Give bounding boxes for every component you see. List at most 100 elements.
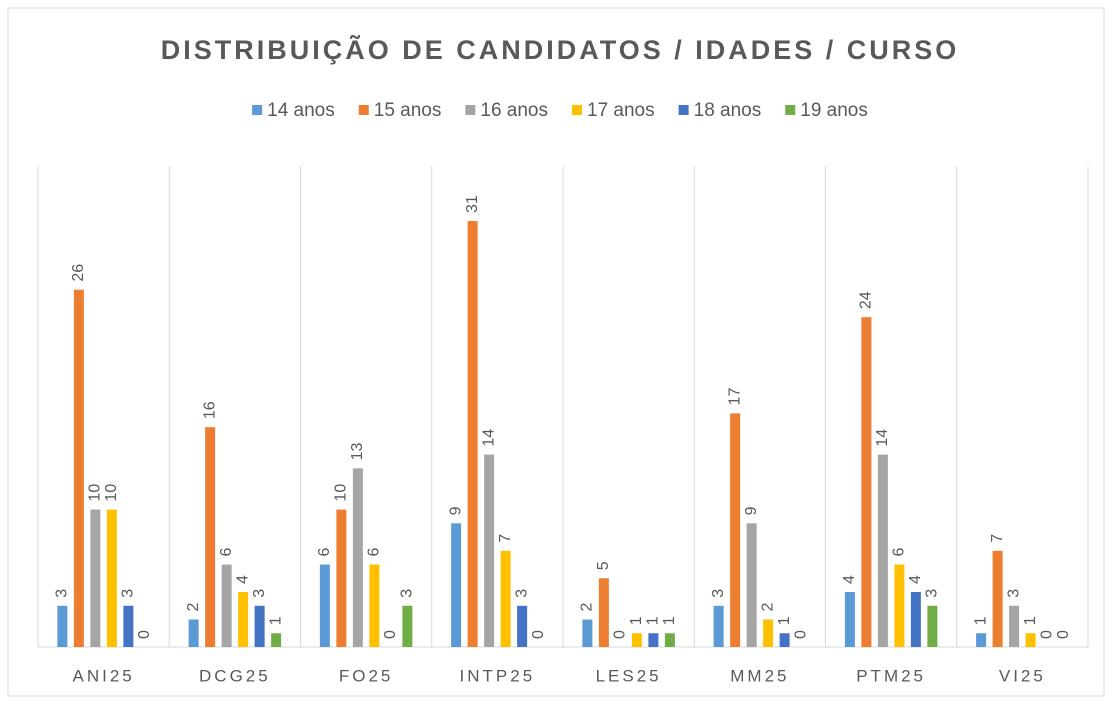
data-label: 1 bbox=[972, 616, 989, 625]
data-label: 13 bbox=[349, 442, 366, 460]
bar bbox=[352, 468, 363, 647]
legend-label: 19 anos bbox=[800, 100, 868, 121]
legend-swatch bbox=[678, 105, 689, 115]
x-tick-label: LES25 bbox=[596, 666, 662, 685]
bar bbox=[746, 523, 757, 647]
bar bbox=[976, 633, 987, 647]
legend: 14 anos 15 anos 16 anos 17 anos 18 anos 19 an… bbox=[252, 100, 868, 121]
data-label: 5 bbox=[595, 561, 612, 570]
data-label: 1 bbox=[645, 616, 662, 625]
data-label: 0 bbox=[530, 630, 547, 639]
bar bbox=[1025, 633, 1036, 647]
data-label: 3 bbox=[513, 589, 530, 598]
data-label: 17 bbox=[726, 387, 743, 405]
bar bbox=[369, 564, 380, 647]
legend-label: 18 anos bbox=[694, 100, 762, 121]
bar bbox=[877, 454, 888, 647]
data-label: 10 bbox=[333, 484, 350, 502]
data-label: 16 bbox=[201, 401, 218, 419]
data-label: 3 bbox=[120, 589, 137, 598]
bar bbox=[910, 592, 921, 647]
bar bbox=[73, 289, 84, 647]
legend-swatch bbox=[785, 105, 796, 115]
data-label: 6 bbox=[218, 548, 235, 557]
data-label: 7 bbox=[497, 534, 514, 543]
bar bbox=[844, 592, 855, 647]
data-label: 14 bbox=[480, 429, 497, 447]
bar bbox=[779, 633, 790, 647]
legend-swatch bbox=[252, 105, 263, 115]
bar bbox=[730, 413, 741, 647]
bar bbox=[500, 550, 511, 647]
x-tick-label: FO25 bbox=[339, 666, 394, 685]
data-label: 4 bbox=[841, 575, 858, 584]
legend-swatch bbox=[358, 105, 369, 115]
chart-title: DISTRIBUIÇÃO DE CANDIDATOS / IDADES / CU… bbox=[161, 34, 960, 65]
bar bbox=[517, 605, 528, 647]
data-label: 2 bbox=[579, 603, 596, 612]
data-label: 7 bbox=[989, 534, 1006, 543]
data-label: 1 bbox=[776, 616, 793, 625]
bar bbox=[221, 564, 232, 647]
x-tick-label: PTM25 bbox=[856, 666, 926, 685]
bar bbox=[648, 633, 659, 647]
bar bbox=[582, 619, 593, 647]
data-label: 0 bbox=[1038, 630, 1055, 639]
legend-label: 17 anos bbox=[587, 100, 655, 121]
data-label: 1 bbox=[1022, 616, 1039, 625]
bar bbox=[238, 592, 249, 647]
data-label: 24 bbox=[858, 291, 875, 309]
data-label: 0 bbox=[136, 630, 153, 639]
data-label: 10 bbox=[103, 484, 120, 502]
data-label: 3 bbox=[54, 589, 71, 598]
data-label: 10 bbox=[87, 484, 104, 502]
data-label: 2 bbox=[759, 603, 776, 612]
bar bbox=[861, 317, 872, 647]
bar bbox=[57, 605, 68, 647]
bar bbox=[484, 454, 495, 647]
data-label: 4 bbox=[907, 575, 924, 584]
data-label: 1 bbox=[628, 616, 645, 625]
bar bbox=[713, 605, 724, 647]
x-tick-label: INTP25 bbox=[460, 666, 536, 685]
legend-swatch bbox=[572, 105, 582, 115]
bar bbox=[402, 605, 413, 647]
data-label: 9 bbox=[447, 506, 464, 515]
legend-label: 16 anos bbox=[480, 100, 548, 121]
bar bbox=[336, 509, 347, 647]
chart-frame bbox=[7, 7, 1105, 697]
x-tick-label: ANI25 bbox=[73, 666, 135, 685]
data-label: 3 bbox=[710, 589, 727, 598]
bar bbox=[927, 605, 938, 647]
data-label: 6 bbox=[366, 548, 383, 557]
legend-label: 15 anos bbox=[374, 100, 442, 121]
x-tick-label: VI25 bbox=[999, 666, 1046, 685]
bar bbox=[664, 633, 675, 647]
data-label: 0 bbox=[792, 630, 809, 639]
data-label: 31 bbox=[464, 195, 481, 213]
data-label: 3 bbox=[251, 589, 268, 598]
data-label: 14 bbox=[874, 429, 891, 447]
data-label: 3 bbox=[1005, 589, 1022, 598]
bar bbox=[106, 509, 117, 647]
bar bbox=[598, 578, 609, 647]
data-label: 1 bbox=[661, 616, 678, 625]
legend-label: 14 anos bbox=[267, 100, 335, 121]
bar bbox=[763, 619, 774, 647]
data-label: 4 bbox=[234, 575, 251, 584]
bar bbox=[188, 619, 199, 647]
x-tick-label: MM25 bbox=[730, 666, 789, 685]
data-label: 1 bbox=[267, 616, 284, 625]
bar bbox=[467, 220, 478, 647]
bar bbox=[631, 633, 642, 647]
bar bbox=[254, 605, 265, 647]
data-label: 9 bbox=[743, 506, 760, 515]
data-label: 2 bbox=[185, 603, 202, 612]
bar bbox=[319, 564, 330, 647]
data-label: 6 bbox=[316, 548, 333, 557]
bar bbox=[123, 605, 134, 647]
bar bbox=[894, 564, 905, 647]
bar bbox=[205, 427, 216, 647]
data-label: 3 bbox=[924, 589, 941, 598]
